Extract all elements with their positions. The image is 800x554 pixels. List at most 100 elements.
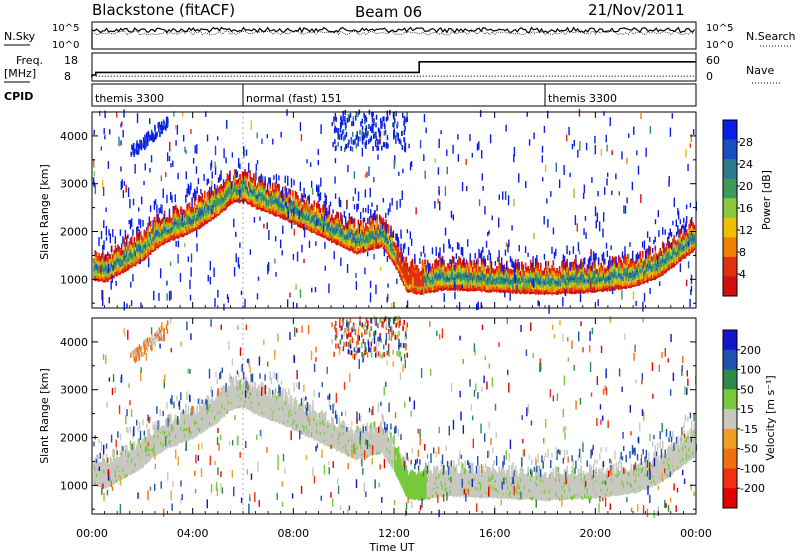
data-cell [558,268,561,274]
data-cell [225,185,227,191]
data-cell [297,207,299,213]
data-cell [256,183,259,189]
data-cell [251,177,254,183]
data-cell [463,280,465,286]
data-cell [357,219,360,225]
data-cell [168,220,171,226]
data-cell [477,276,479,282]
data-cell [573,277,576,283]
data-cell [166,236,168,242]
data-cell [110,252,113,258]
data-cell [455,253,458,259]
data-cell [417,281,420,287]
data-cell [211,190,214,196]
data-cell [439,247,441,257]
data-cell [289,194,292,200]
data-cell [498,269,501,275]
data-cell [200,206,202,212]
data-cell [543,279,546,285]
data-cell [292,193,294,199]
data-cell [553,281,556,287]
data-cell [170,223,172,229]
data-cell [456,241,459,250]
data-cell [451,278,454,284]
data-cell [108,229,110,236]
data-cell [386,243,389,249]
data-cell [235,169,237,178]
data-cell [356,241,358,247]
data-cell [391,249,394,255]
data-cell [634,277,636,283]
data-cell [450,285,453,291]
data-cell [543,290,546,296]
data-cell [297,218,299,224]
data-cell [298,219,300,225]
data-cell [419,271,421,277]
data-cell [334,220,337,226]
data-cell [482,261,484,267]
data-cell [479,281,482,287]
data-cell [178,224,181,230]
data-cell [246,193,249,199]
data-cell [446,270,449,276]
data-cell [460,262,463,268]
data-cell [596,269,599,275]
data-cell [650,272,653,278]
data-cell [284,193,287,199]
data-cell [153,232,156,238]
data-cell [568,250,571,255]
data-cell [566,270,568,276]
data-cell [147,241,149,247]
data-cell [168,237,171,243]
data-cell [478,266,480,272]
data-cell [317,215,319,221]
data-cell [294,207,297,213]
data-cell [538,269,541,275]
data-cell [93,261,95,267]
data-cell [673,256,675,262]
data-cell [305,211,308,217]
data-cell [639,265,641,271]
data-cell [133,253,136,259]
data-cell [180,209,182,215]
data-cell [264,191,266,197]
data-cell [285,187,288,198]
data-cell [353,218,356,224]
data-cell [170,191,172,201]
data-cell [629,267,631,273]
data-cell [125,250,128,256]
data-cell [507,283,509,289]
data-cell [156,228,158,234]
data-cell [269,177,271,186]
data-cell [643,271,645,277]
data-cell [508,280,511,286]
data-cell [302,195,304,203]
data-cell [265,197,268,203]
data-cell [261,197,264,203]
data-cell [621,267,624,273]
data-cell [449,259,451,264]
data-cell [124,229,127,240]
data-cell [133,250,136,256]
data-cell [377,229,380,235]
data-cell [119,250,122,256]
data-cell [500,266,503,272]
data-cell [555,279,557,285]
data-cell [171,222,173,228]
data-cell [253,178,255,184]
data-cell [163,218,166,224]
data-cell [636,278,639,284]
data-cell [465,259,468,265]
data-cell [234,171,236,177]
data-cell [582,272,585,278]
data-cell [202,199,205,205]
data-cell [95,255,98,261]
data-cell [597,270,600,276]
data-cell [334,239,337,245]
data-cell [675,259,678,265]
data-cell [327,227,329,233]
data-cell [259,197,261,203]
data-cell [498,282,501,288]
data-cell [390,237,392,243]
data-cell [304,213,307,219]
